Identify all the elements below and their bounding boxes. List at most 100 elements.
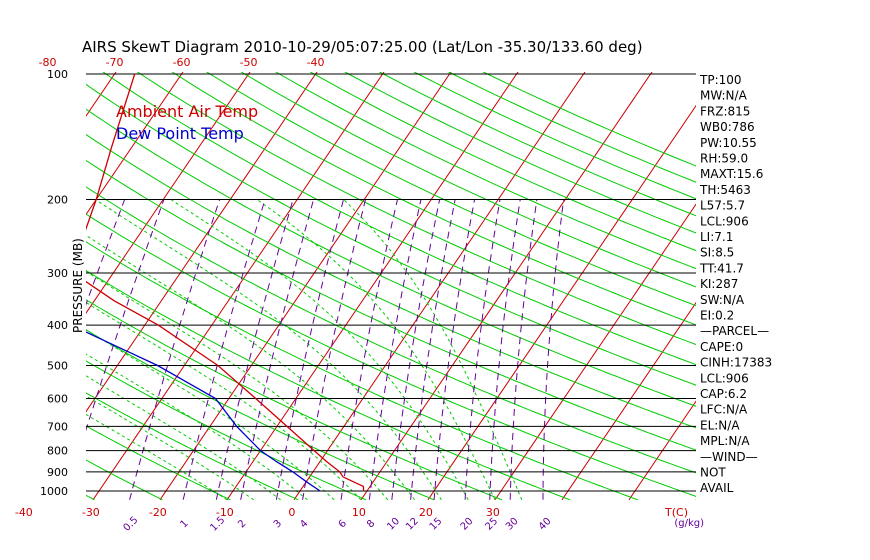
isotherm-line <box>86 72 184 216</box>
dry-adiabat-line <box>136 72 696 346</box>
index-entry: LI:7.1 <box>700 230 733 244</box>
dry-adiabat-line <box>86 186 696 474</box>
moist-adiabat-line <box>86 301 362 501</box>
isobar-lines <box>86 73 696 492</box>
index-entry: WB0:786 <box>700 120 755 134</box>
top-tick-label: -50 <box>240 56 258 69</box>
index-entry: KI:287 <box>700 277 738 291</box>
isotherm-line <box>628 400 696 501</box>
top-tick-label: -80 <box>39 56 57 69</box>
mixing-ratio-tick-label: 1 <box>178 518 190 530</box>
bottom-tick-label: 20 <box>419 506 433 519</box>
index-entry: LFC:N/A <box>700 403 748 417</box>
mixing-ratio-line <box>275 199 344 500</box>
mixing-ratio-tick-label: 30 <box>504 516 521 533</box>
mixing-ratio-line <box>240 199 315 500</box>
index-entry: SI:8.5 <box>700 246 734 260</box>
mixing-ratio-tick-label: 8 <box>365 518 377 530</box>
index-entry: TP:100 <box>699 73 742 87</box>
isotherm-line <box>360 72 653 501</box>
dry-adiabat-line <box>344 72 696 234</box>
pressure-tick-label: 800 <box>47 445 68 458</box>
dry-adiabat-line <box>86 299 503 501</box>
dry-adiabat-line <box>86 360 367 501</box>
mixing-ratio-line <box>368 199 422 500</box>
isotherm-line <box>427 104 696 501</box>
mixing-ratio-tick-label: 0.5 <box>121 515 140 534</box>
moist-adiabat-line <box>86 375 281 501</box>
dry-adiabat-line <box>86 329 435 501</box>
mixing-ratio-line <box>542 199 565 500</box>
pressure-tick-label: 900 <box>47 466 68 479</box>
mixing-ratio-ticks: 0.5 1 1.5 2 3 4 6 8 10 12 15 20 25 30 40 (g/kg) <box>121 515 704 534</box>
mixing-ratio-line <box>215 199 294 500</box>
moist-adiabat-lines <box>86 199 523 501</box>
mixing-ratio-tick-label: 20 <box>459 516 476 533</box>
dry-adiabat-line <box>102 72 696 366</box>
mixing-ratio-lines <box>86 199 565 500</box>
index-entry: EL:N/A <box>700 418 740 432</box>
index-entry: LCL:906 <box>700 214 749 228</box>
mixing-ratio-line <box>340 199 398 500</box>
index-entry: TT:41.7 <box>699 261 744 275</box>
mixing-ratio-line <box>489 199 521 500</box>
pressure-tick-label: 100 <box>47 68 68 81</box>
top-tick-label: -60 <box>173 56 191 69</box>
dry-adiabat-line <box>86 425 231 501</box>
mixing-ratio-line <box>129 199 221 500</box>
index-entry: LCL:906 <box>700 371 749 385</box>
legend: Ambient Air Temp Dew Point Temp <box>116 102 258 143</box>
mixing-ratio-line <box>302 199 366 500</box>
mixing-ratio-line <box>86 199 165 432</box>
isotherm-line <box>226 72 519 501</box>
moist-adiabat-line <box>86 413 228 501</box>
mixing-ratio-line <box>464 199 501 500</box>
mixing-ratio-line <box>509 199 538 500</box>
x-axis-unit-label: T(C) <box>664 506 688 519</box>
moist-adiabat-line <box>256 199 496 501</box>
index-entry: SW:N/A <box>700 293 745 307</box>
index-entry: PW:10.55 <box>700 136 757 150</box>
dry-adiabat-line <box>0 65 27 500</box>
bottom-tick-label: 30 <box>486 506 500 519</box>
isotherm-line <box>561 301 696 501</box>
dry-adiabat-line <box>86 269 571 501</box>
y-axis-label: PRESSURE (MB) <box>71 238 85 333</box>
mixing-ratio-line <box>410 199 456 500</box>
dry-adiabat-line <box>171 72 696 326</box>
isotherm-line <box>92 72 385 501</box>
pressure-tick-label: 400 <box>47 319 68 332</box>
index-entry: L57:5.7 <box>700 199 745 213</box>
dry-adiabat-line <box>86 133 696 429</box>
top-tick-label: -40 <box>307 56 325 69</box>
dry-adiabat-line <box>240 72 696 288</box>
legend-ambient-air-temp: Ambient Air Temp <box>116 102 258 121</box>
bottom-tick-label: -20 <box>149 506 167 519</box>
mixing-ratio-tick-label: 6 <box>337 518 349 530</box>
index-entry: MPL:N/A <box>700 434 750 448</box>
index-entry: CAPE:0 <box>700 340 743 354</box>
moist-adiabat-line <box>170 199 469 501</box>
mixing-ratio-unit-label: (g/kg) <box>674 518 704 529</box>
bottom-tick-label: -10 <box>216 506 234 519</box>
dry-adiabat-line <box>86 459 163 501</box>
pressure-tick-label: 700 <box>47 420 68 433</box>
dry-adiabat-line <box>205 72 696 307</box>
mixing-ratio-tick-label: 2 <box>236 518 248 530</box>
moist-adiabat-line <box>86 353 308 501</box>
bottom-tick-label: 0 <box>288 506 295 519</box>
mixing-ratio-tick-label: 3 <box>272 518 284 530</box>
mixing-ratio-tick-label: 40 <box>537 516 554 533</box>
index-entry: —PARCEL— <box>700 324 769 338</box>
dry-adiabat-line <box>86 392 299 501</box>
dewpoint-profile-line <box>86 331 321 492</box>
mixing-ratio-tick-label: 10 <box>385 516 402 533</box>
pressure-tick-label: 1000 <box>40 485 68 498</box>
isotherm-line <box>86 72 318 413</box>
pressure-ticks: 100 200 300 400 500 600 700 800 900 1000 <box>40 68 68 498</box>
dry-adiabat-line <box>86 241 639 501</box>
pressure-tick-label: 600 <box>47 392 68 405</box>
dry-adiabat-line <box>86 159 696 451</box>
